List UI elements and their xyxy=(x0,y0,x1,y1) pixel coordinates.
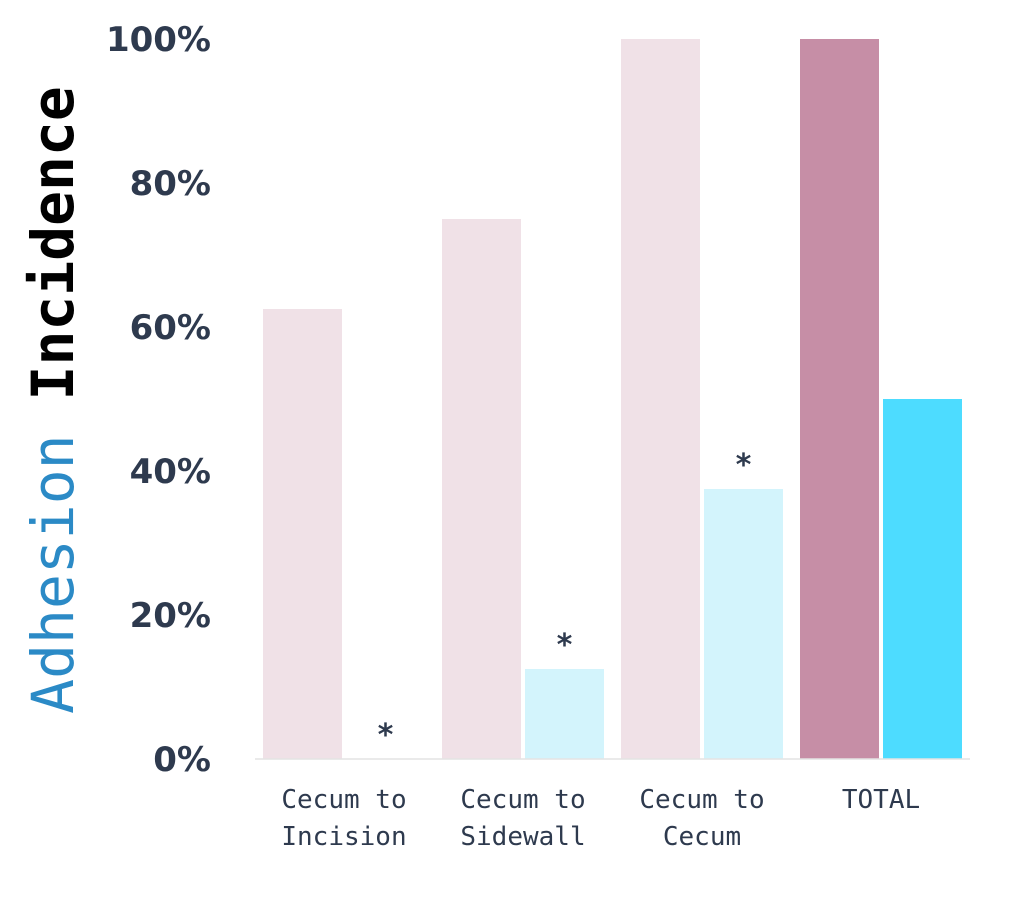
x-axis-categories: Cecum to Incision Cecum to Sidewall Cecum to… xyxy=(281,785,920,852)
bars: * * * xyxy=(263,39,962,759)
y-axis-label-part2: Incidence xyxy=(19,86,87,400)
y-axis-ticks: 0% 20% 40% 60% 80% 100% xyxy=(106,20,211,780)
bar xyxy=(883,399,962,759)
svg-text:Adhesion Incidence: Adhesion Incidence xyxy=(19,86,87,714)
x-category-label: Cecum to xyxy=(281,785,406,815)
bar xyxy=(704,489,783,759)
y-axis-label: Adhesion Incidence xyxy=(19,86,87,714)
y-tick-label: 80% xyxy=(130,164,211,204)
y-axis-label-part1: Adhesion xyxy=(19,434,87,713)
y-tick-label: 0% xyxy=(153,740,211,780)
x-category-label: TOTAL xyxy=(842,785,920,815)
bar xyxy=(263,309,342,759)
y-tick-label: 20% xyxy=(130,596,211,636)
x-category-label: Cecum xyxy=(663,822,741,852)
x-category-label: Cecum to xyxy=(460,785,585,815)
bar xyxy=(442,219,521,759)
significance-marker: * xyxy=(555,628,573,663)
significance-marker: * xyxy=(734,448,752,483)
bar xyxy=(525,669,604,759)
x-category-label: Incision xyxy=(281,822,406,852)
y-tick-label: 60% xyxy=(130,308,211,348)
bar xyxy=(800,39,879,759)
y-tick-label: 100% xyxy=(106,20,211,60)
x-category-label: Cecum to xyxy=(639,785,764,815)
bar xyxy=(621,39,700,759)
x-category-label: Sidewall xyxy=(460,822,585,852)
significance-marker: * xyxy=(376,718,394,753)
y-tick-label: 40% xyxy=(130,452,211,492)
